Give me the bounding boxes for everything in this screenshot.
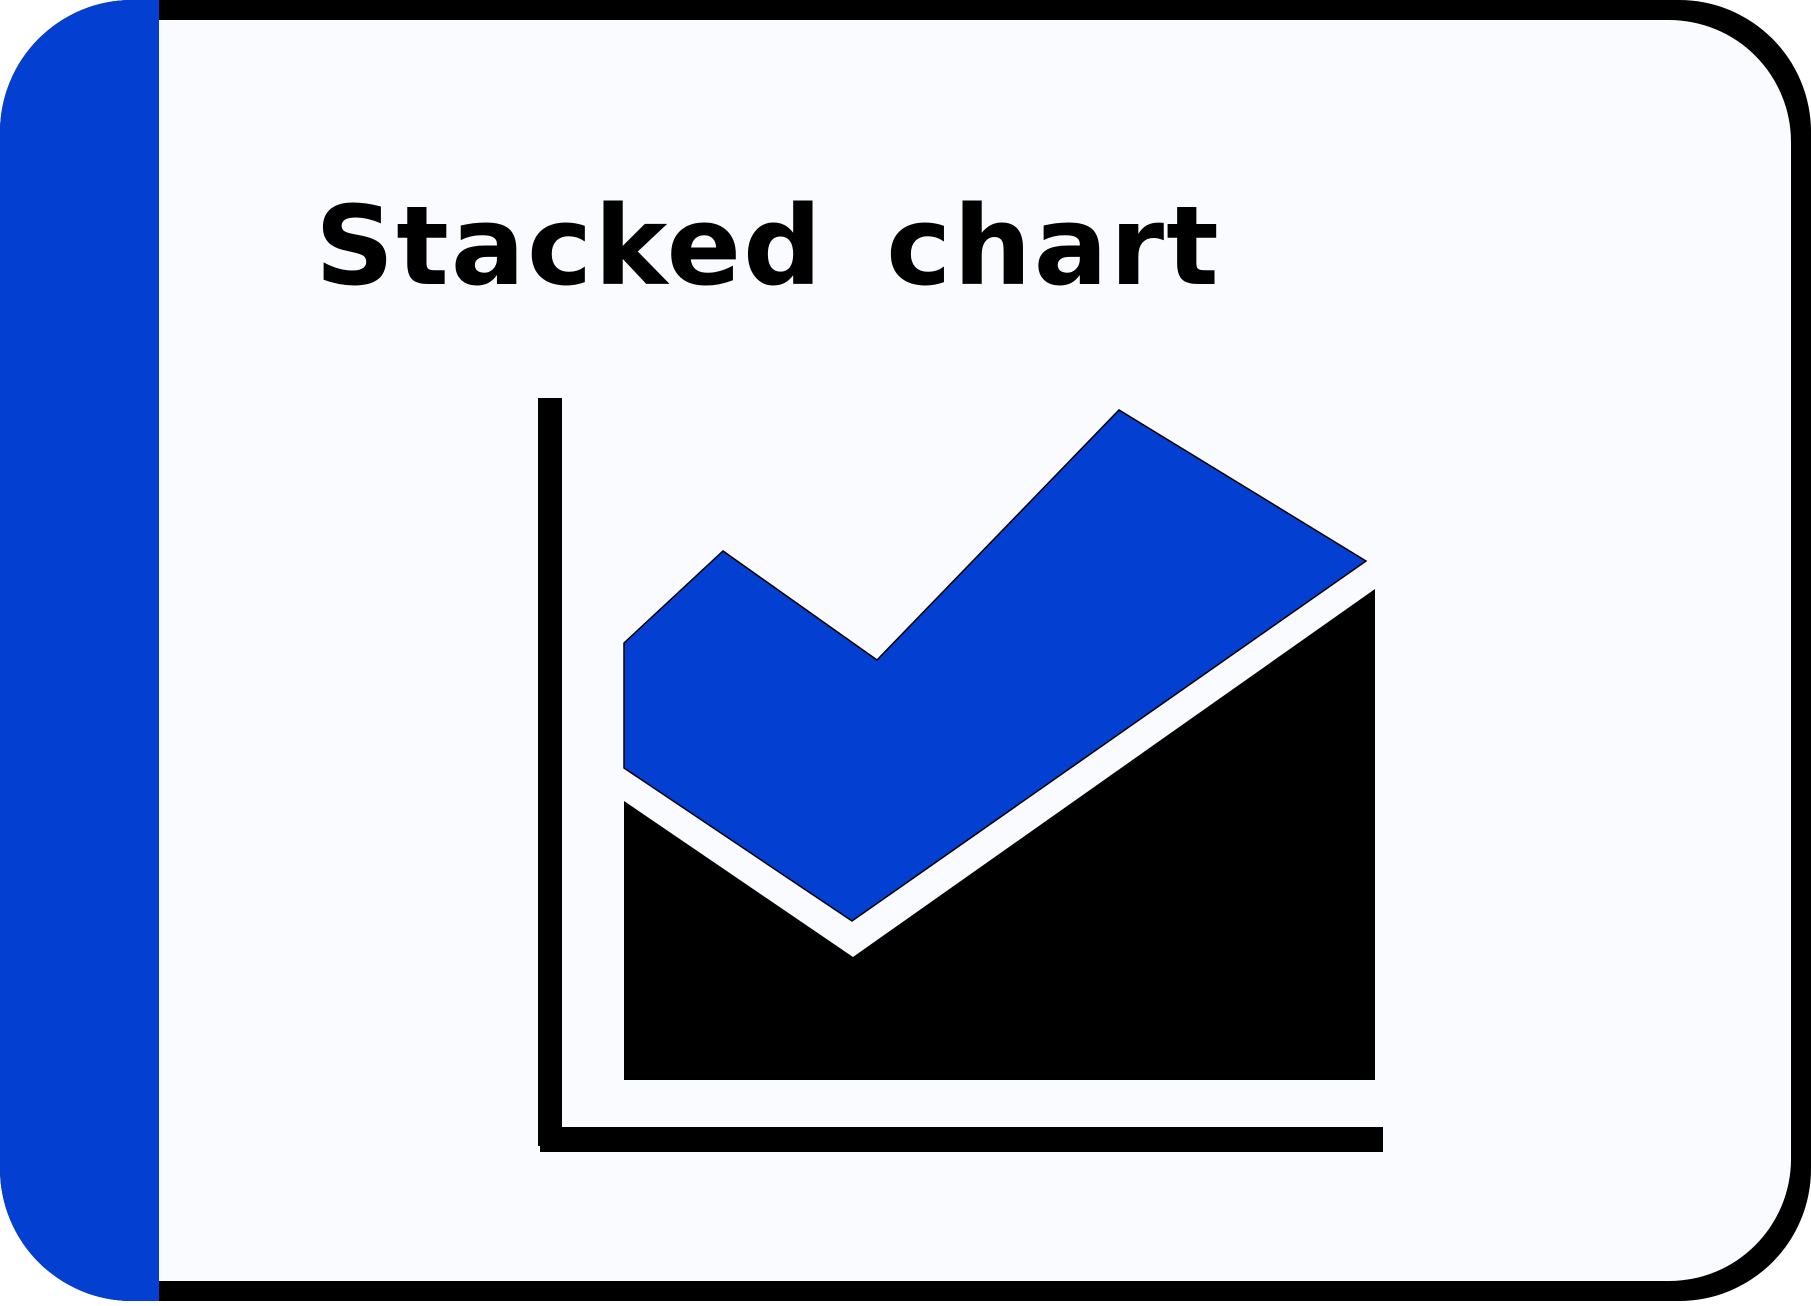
- upper-area-shape: [623, 409, 1368, 922]
- stacked-area-chart-icon: [538, 398, 1383, 1152]
- lower-area-shape: [624, 589, 1375, 1080]
- card-title: Stacked chart: [315, 182, 1221, 310]
- x-axis-line: [540, 1127, 1383, 1152]
- y-axis-line: [538, 398, 562, 1146]
- accent-strip: [0, 0, 159, 1301]
